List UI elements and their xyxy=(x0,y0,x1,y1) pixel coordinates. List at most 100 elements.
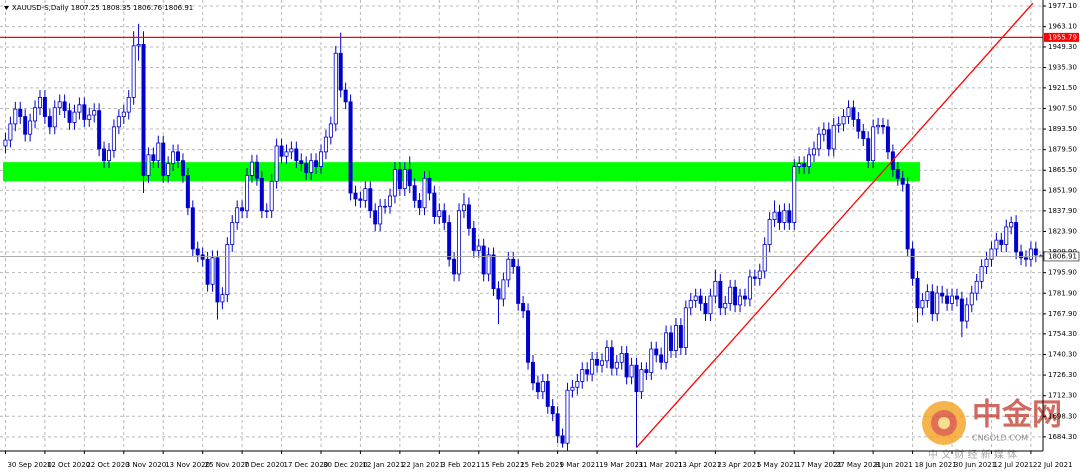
candle-body xyxy=(654,348,659,356)
candle-body xyxy=(895,169,900,179)
candle-body xyxy=(881,124,886,128)
candle-body xyxy=(131,45,136,98)
candle-body xyxy=(521,303,526,312)
y-tick-label: 1823.90 xyxy=(1048,227,1077,235)
candle-body xyxy=(304,163,309,173)
candle-body xyxy=(816,133,821,150)
candle-body xyxy=(678,325,683,348)
candle-body xyxy=(1023,257,1028,260)
candle-body xyxy=(121,111,126,117)
y-tick-label: 1865.50 xyxy=(1048,166,1077,174)
x-tick-label: 22 Jul 2021 xyxy=(1033,461,1073,469)
candle-body xyxy=(713,280,718,297)
candle-body xyxy=(412,185,417,201)
candle-body xyxy=(294,148,299,162)
x-tick-label: 17 May 2021 xyxy=(796,461,842,469)
candle-body xyxy=(57,101,62,109)
x-tick-label: 12 Oct 2020 xyxy=(47,461,90,469)
candle-body xyxy=(215,257,220,303)
candle-body xyxy=(954,295,959,300)
candle-body xyxy=(200,254,205,260)
watermark-name: 中金网 xyxy=(972,398,1062,433)
x-tick-label: 31 Mar 2021 xyxy=(639,461,683,469)
candle-body xyxy=(669,332,674,351)
y-tick-label: 1712.30 xyxy=(1048,392,1077,400)
candle-body xyxy=(180,160,185,176)
candle-body xyxy=(8,123,13,141)
x-tick-label: 18 Jun 2021 xyxy=(915,461,957,469)
y-tick-label: 1935.30 xyxy=(1048,64,1077,72)
candle-body xyxy=(871,126,876,162)
candle-body xyxy=(116,116,121,128)
candle-body xyxy=(13,108,18,125)
candle-body xyxy=(935,292,940,315)
candle-body xyxy=(274,145,279,182)
candle-body xyxy=(18,108,23,117)
candle-body xyxy=(1009,222,1014,228)
y-tick-label: 1963.10 xyxy=(1048,23,1077,31)
candle-body xyxy=(176,151,181,162)
candle-body xyxy=(279,145,284,157)
candle-body xyxy=(205,258,210,285)
candle-body xyxy=(259,177,264,212)
x-tick-label: 23 Apr 2021 xyxy=(717,461,760,469)
candle-body xyxy=(570,386,575,391)
candle-body xyxy=(3,139,8,147)
candle-body xyxy=(964,304,969,322)
candle-body xyxy=(629,364,634,378)
candle-body xyxy=(772,211,777,220)
candle-body xyxy=(210,257,215,285)
candle-body xyxy=(77,104,82,113)
y-tick-label: 1893.50 xyxy=(1048,125,1077,133)
candle-body xyxy=(1033,248,1038,256)
candle-body xyxy=(289,148,294,153)
candle-body xyxy=(368,188,373,212)
candle-body xyxy=(422,177,427,209)
candle-body xyxy=(639,369,644,393)
candle-body xyxy=(1004,226,1009,245)
x-tick-label: 19 Mar 2021 xyxy=(599,461,643,469)
candle-body xyxy=(343,89,348,103)
candle-body xyxy=(989,248,994,260)
candle-body xyxy=(550,406,555,415)
zone-layer xyxy=(3,162,920,182)
candle-body xyxy=(821,129,826,135)
y-tick-label: 1726.30 xyxy=(1048,371,1077,379)
candle-body xyxy=(974,280,979,294)
candle-body xyxy=(742,295,747,300)
candle-body xyxy=(225,244,230,295)
candle-body xyxy=(52,107,57,128)
candle-body xyxy=(811,148,816,156)
candle-body xyxy=(1028,248,1033,260)
candle-body xyxy=(151,154,156,162)
candle-body xyxy=(501,279,506,300)
candle-body xyxy=(999,239,1004,245)
header: XAUUSD-S,Daily 1807.25 1808.35 1806.76 1… xyxy=(12,4,193,12)
candle-body xyxy=(506,258,511,281)
y-tick-label: 1740.30 xyxy=(1048,350,1077,358)
y-tick-label: 1879.50 xyxy=(1048,146,1077,154)
candle-body xyxy=(491,254,496,290)
candle-body xyxy=(841,116,846,125)
watermark-logo-core xyxy=(938,417,950,429)
y-tick-label: 1698.30 xyxy=(1048,412,1077,420)
x-tick-label: 8 Jun 2021 xyxy=(875,461,913,469)
candle-body xyxy=(1014,222,1019,253)
candle-body xyxy=(42,97,47,117)
candle-body xyxy=(599,360,604,366)
candle-body xyxy=(249,161,254,176)
x-tick-label: 12 Jul 2021 xyxy=(993,461,1033,469)
candle-body xyxy=(826,129,831,150)
candle-body xyxy=(767,219,772,245)
candle-body xyxy=(23,116,28,135)
candle-body xyxy=(348,101,353,194)
y-tick-label: 1949.30 xyxy=(1048,43,1077,51)
candle-body xyxy=(363,188,368,201)
candle-body xyxy=(619,353,624,363)
y-tick-label: 1837.90 xyxy=(1048,207,1077,215)
candle-body xyxy=(634,364,639,393)
candle-body xyxy=(698,295,703,304)
x-tick-label: 22 Oct 2020 xyxy=(86,461,129,469)
